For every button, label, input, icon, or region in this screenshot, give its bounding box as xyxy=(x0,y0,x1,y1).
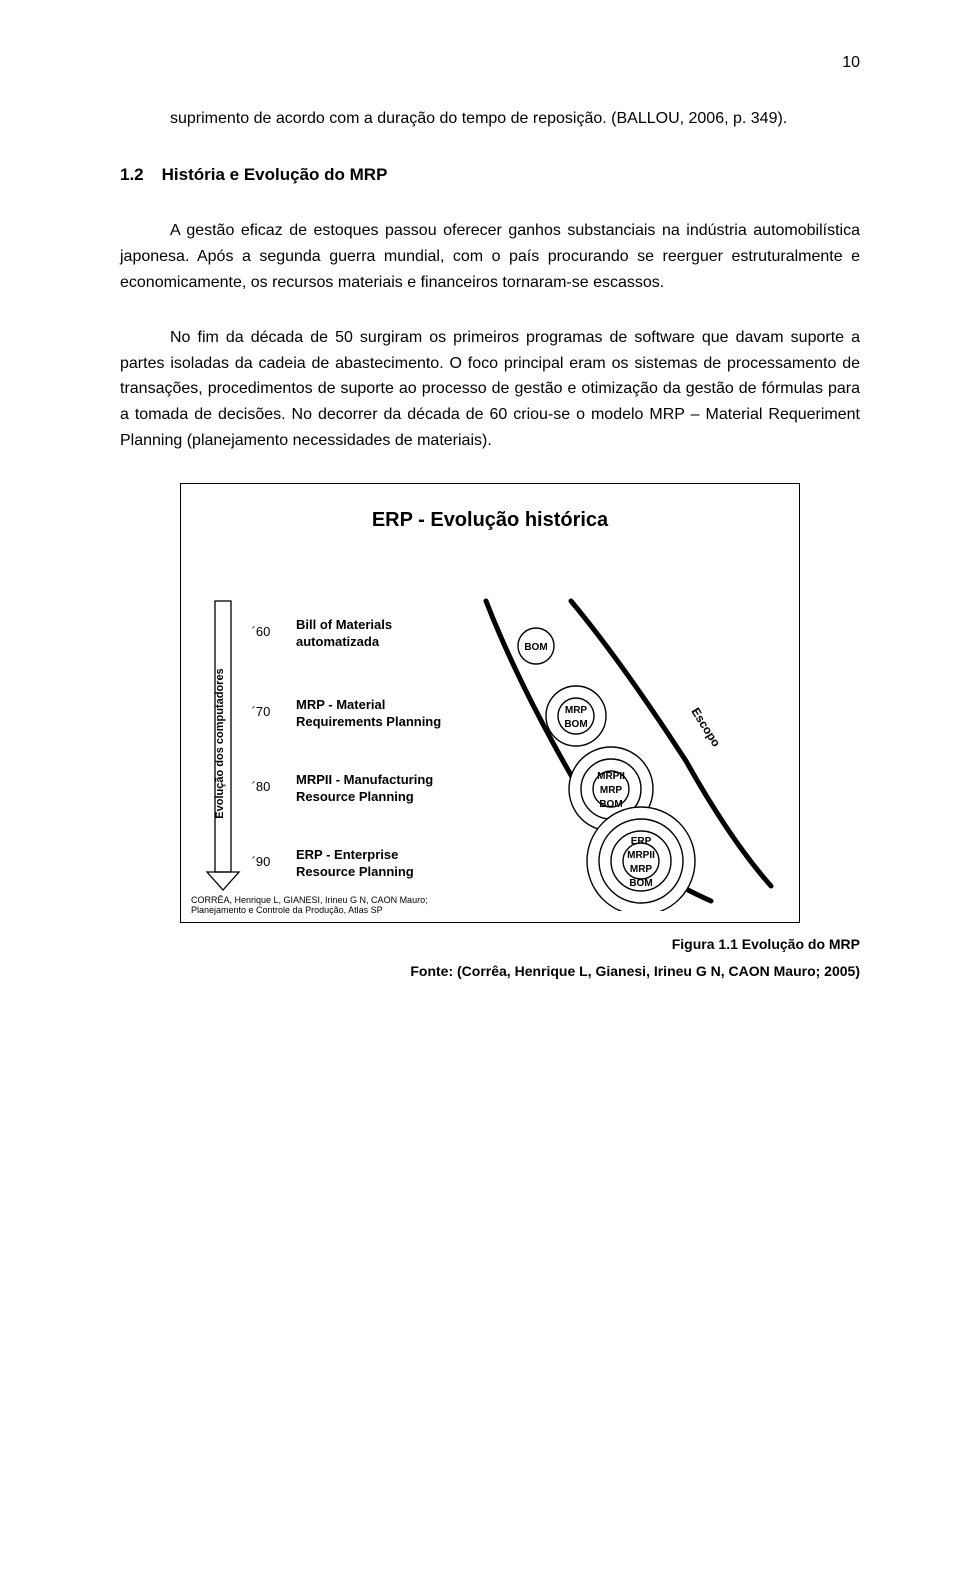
svg-text:automatizada: automatizada xyxy=(296,634,380,649)
svg-text:MRP - Material: MRP - Material xyxy=(296,697,385,712)
svg-text:Bill of Materials: Bill of Materials xyxy=(296,617,392,632)
svg-text:Evolução dos computadores: Evolução dos computadores xyxy=(214,668,226,818)
svg-text:´60: ´60 xyxy=(252,624,271,639)
page-number: 10 xyxy=(120,50,860,76)
svg-text:Resource Planning: Resource Planning xyxy=(296,864,414,879)
paragraph-2: A gestão eficaz de estoques passou ofere… xyxy=(120,218,860,295)
svg-text:MRPII: MRPII xyxy=(627,850,655,861)
svg-text:BOM: BOM xyxy=(524,642,547,653)
section-title: História e Evolução do MRP xyxy=(162,161,388,188)
diagram-source-internal: CORRÊA, Henrique L, GIANESI, Irineu G N,… xyxy=(191,895,428,917)
svg-text:BOM: BOM xyxy=(564,719,587,730)
svg-text:MRP: MRP xyxy=(565,705,588,716)
paragraph-1: suprimento de acordo com a duração do te… xyxy=(120,106,860,132)
svg-text:MRPII: MRPII xyxy=(597,771,625,782)
erp-evolution-diagram: ERP - Evolução histórica Evolução dos co… xyxy=(180,483,800,923)
paragraph-3: No fim da década de 50 surgiram os prime… xyxy=(120,325,860,453)
svg-text:ERP: ERP xyxy=(631,836,652,847)
diagram-svg: Evolução dos computadores ´60 ´70 ´80 ´90 Bil… xyxy=(191,541,791,911)
svg-text:MRP: MRP xyxy=(630,864,653,875)
section-heading: 1.2 História e Evolução do MRP xyxy=(120,161,860,188)
svg-text:´80: ´80 xyxy=(252,779,271,794)
svg-text:MRP: MRP xyxy=(600,785,623,796)
figure-source: Fonte: (Corrêa, Henrique L, Gianesi, Iri… xyxy=(120,960,860,982)
svg-text:´90: ´90 xyxy=(252,854,271,869)
diagram-source-line1: CORRÊA, Henrique L, GIANESI, Irineu G N,… xyxy=(191,895,428,906)
section-number: 1.2 xyxy=(120,161,144,188)
svg-text:Requirements Planning: Requirements Planning xyxy=(296,714,441,729)
svg-text:BOM: BOM xyxy=(629,878,652,889)
figure-caption: Figura 1.1 Evolução do MRP xyxy=(120,933,860,955)
svg-text:MRPII - Manufacturing: MRPII - Manufacturing xyxy=(296,772,433,787)
svg-text:ERP - Enterprise: ERP - Enterprise xyxy=(296,847,398,862)
diagram-title: ERP - Evolução histórica xyxy=(191,504,789,536)
svg-text:Resource Planning: Resource Planning xyxy=(296,789,414,804)
svg-text:BOM: BOM xyxy=(599,799,622,810)
svg-text:Escopo: Escopo xyxy=(688,705,723,749)
svg-text:´70: ´70 xyxy=(252,704,271,719)
diagram-source-line2: Planejamento e Controle da Produção, Atl… xyxy=(191,905,428,916)
